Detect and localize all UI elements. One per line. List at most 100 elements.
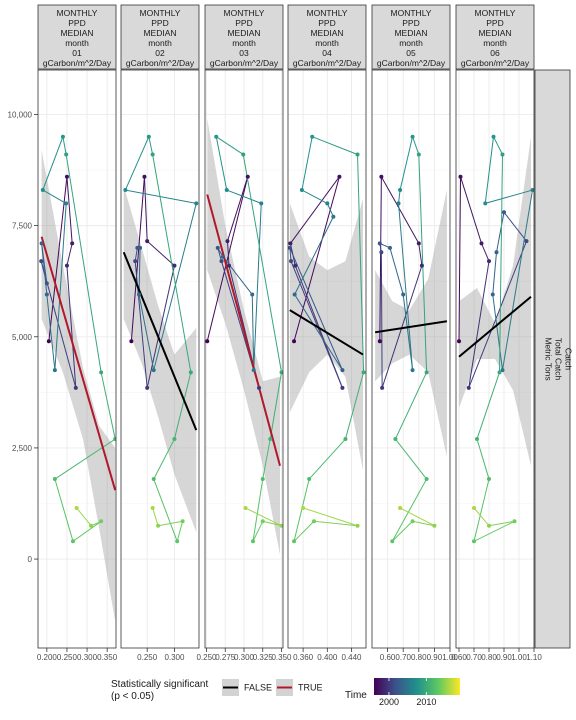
time-path-segment	[252, 478, 264, 542]
strip-label: month	[65, 38, 89, 48]
x-tick-label: 0.80	[481, 653, 497, 662]
data-point	[491, 134, 496, 139]
x-tick-label: 0.360	[293, 653, 314, 662]
time-path-segment	[493, 136, 503, 155]
strip-label: MEDIAN	[478, 28, 511, 38]
data-point	[205, 339, 210, 344]
time-path-segment	[488, 520, 515, 527]
time-path-segment	[42, 136, 64, 191]
data-point	[99, 519, 104, 524]
time-path-segment	[262, 438, 271, 480]
x-tick-label: 1.10	[526, 653, 542, 662]
time-path-segment	[484, 136, 494, 204]
time-path-segment	[412, 136, 420, 155]
strip-label: gCarbon/m^2/Day	[293, 58, 362, 68]
time-path-segment	[65, 154, 102, 373]
data-point	[259, 201, 264, 206]
data-point	[340, 385, 345, 390]
time-path-segment	[301, 136, 313, 191]
time-path-segment	[468, 240, 527, 389]
time-path-segment	[460, 176, 482, 244]
x-tick-label: 0.325	[253, 653, 274, 662]
data-point	[494, 250, 499, 255]
time-path-segment	[294, 294, 343, 371]
time-path-segment	[473, 520, 515, 542]
time-path-segment	[222, 256, 253, 295]
strip-label: month	[399, 38, 423, 48]
data-point	[172, 263, 177, 268]
strip-label: PPD	[318, 18, 335, 28]
strip-label: 05	[406, 48, 416, 58]
panel-background	[121, 70, 199, 648]
time-path-segment	[502, 189, 533, 371]
data-point	[188, 370, 193, 375]
data-point	[194, 201, 199, 206]
data-point	[312, 519, 316, 524]
time-path-segment	[290, 260, 343, 389]
trend-line	[458, 295, 532, 358]
data-point	[288, 241, 293, 246]
data-point	[472, 539, 476, 544]
data-point	[268, 437, 273, 442]
time-path-segment	[399, 507, 435, 527]
strip-label: month	[315, 38, 339, 48]
strip-label: MEDIAN	[227, 28, 260, 38]
time-path-segment	[398, 189, 401, 204]
time-path-segment	[46, 294, 56, 371]
data-point	[487, 477, 491, 482]
strip-label: MONTHLY	[391, 8, 432, 18]
colorbar	[374, 678, 460, 695]
colorbar-tick-label: 2000	[379, 697, 399, 707]
strip-label: MONTHLY	[307, 8, 348, 18]
data-point	[113, 437, 116, 442]
strip-label: 01	[72, 48, 82, 58]
time-path-segment	[389, 247, 404, 295]
data-point	[310, 134, 315, 139]
strip-label: 04	[322, 48, 332, 58]
time-path-segment	[302, 507, 358, 527]
time-path-segment	[381, 265, 423, 389]
strip-label: gCarbon/m^2/Day	[461, 58, 530, 68]
strip-label: MONTHLY	[475, 8, 516, 18]
data-point	[150, 505, 155, 510]
confidence-band	[459, 136, 531, 466]
facet-strip	[371, 4, 451, 70]
facet-strip	[37, 4, 117, 70]
data-point	[145, 385, 150, 390]
time-path-segment	[138, 294, 155, 371]
data-point	[500, 368, 505, 373]
time-path-segment	[418, 243, 423, 266]
data-point	[483, 201, 488, 206]
data-point	[221, 254, 225, 259]
time-path-segment	[42, 189, 67, 204]
time-path-segment	[54, 203, 67, 371]
data-point	[73, 385, 78, 390]
data-point	[251, 368, 256, 373]
strip-label: gCarbon/m^2/Day	[210, 58, 279, 68]
legend-label: TRUE	[298, 683, 323, 693]
facet-strip	[120, 4, 200, 70]
data-point	[419, 263, 424, 268]
data-point	[299, 188, 304, 193]
strip-label: 02	[155, 48, 165, 58]
time-path-segment	[395, 438, 427, 480]
strip-label: month	[483, 38, 507, 48]
time-path-segment	[301, 189, 328, 204]
panel-border	[37, 69, 117, 649]
data-point	[243, 505, 248, 510]
time-path-segment	[293, 520, 315, 542]
trend-line	[374, 320, 448, 334]
gridlines	[205, 70, 283, 648]
data-point	[410, 134, 415, 139]
time-path-segment	[76, 507, 92, 527]
x-tick-label: 0.300	[77, 653, 98, 662]
data-point	[151, 368, 156, 373]
data-point	[377, 241, 382, 246]
legend-title: Statistically significant	[111, 679, 208, 690]
data-point	[89, 523, 94, 528]
data-point	[497, 370, 502, 375]
data-point	[52, 477, 57, 482]
time-path-segment	[412, 520, 435, 527]
